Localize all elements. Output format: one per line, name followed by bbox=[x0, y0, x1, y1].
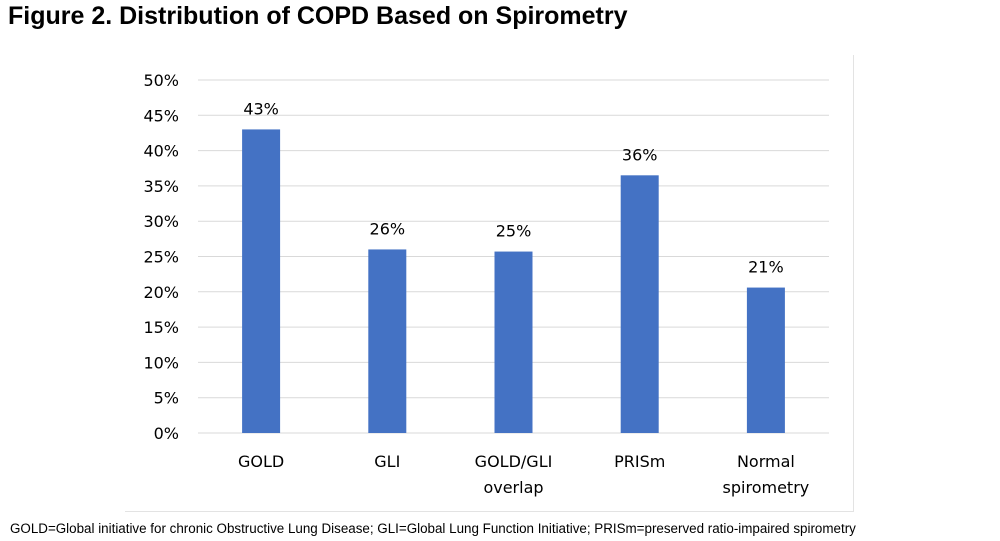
category-label: PRISm bbox=[614, 452, 665, 471]
data-label: 21% bbox=[748, 258, 784, 277]
figure-title: Figure 2. Distribution of COPD Based on … bbox=[8, 2, 628, 30]
y-tick-label: 35% bbox=[143, 177, 179, 196]
bar bbox=[368, 249, 407, 433]
y-axis-tick-labels: 0% 5% 10% 15% 20% 25% 30% 35% 40% 45% 50% bbox=[143, 71, 179, 443]
category-label-line: PRISm bbox=[614, 452, 665, 471]
data-labels: 43% 26% 25% 36% 21% bbox=[243, 99, 783, 276]
y-tick-label: 30% bbox=[143, 212, 179, 231]
y-tick-label: 5% bbox=[154, 389, 179, 408]
bar bbox=[242, 129, 281, 434]
y-tick-label: 10% bbox=[143, 353, 179, 372]
y-tick-label: 45% bbox=[143, 106, 179, 125]
bar bbox=[620, 175, 659, 433]
category-label-line: GOLD bbox=[238, 452, 284, 471]
bar bbox=[494, 251, 533, 433]
category-label-line: GOLD/GLI bbox=[475, 452, 553, 471]
data-label: 26% bbox=[370, 219, 406, 238]
x-axis-category-labels: GOLD GLI GOLD/GLI overlap PRISm Normal spirome… bbox=[238, 452, 809, 497]
category-label: GOLD/GLI overlap bbox=[475, 452, 553, 497]
chart-frame bbox=[125, 55, 854, 512]
category-label-line: Normal bbox=[737, 452, 795, 471]
category-label-line: GLI bbox=[374, 452, 400, 471]
data-label: 25% bbox=[496, 222, 532, 241]
category-label: GLI bbox=[374, 452, 400, 471]
category-label: GOLD bbox=[238, 452, 284, 471]
y-tick-label: 15% bbox=[143, 318, 179, 337]
y-tick-label: 0% bbox=[154, 424, 179, 443]
y-tick-label: 25% bbox=[143, 248, 179, 267]
bars bbox=[242, 129, 785, 434]
category-label-line: spirometry bbox=[723, 478, 810, 497]
data-label: 36% bbox=[622, 145, 658, 164]
figure-footnote: GOLD=Global initiative for chronic Obstr… bbox=[10, 521, 856, 536]
bar bbox=[746, 287, 785, 433]
y-tick-label: 50% bbox=[143, 71, 179, 90]
data-label: 43% bbox=[243, 99, 279, 118]
category-label: Normal spirometry bbox=[723, 452, 810, 497]
y-tick-label: 20% bbox=[143, 283, 179, 302]
category-label-line: overlap bbox=[483, 478, 543, 497]
y-tick-label: 40% bbox=[143, 142, 179, 161]
